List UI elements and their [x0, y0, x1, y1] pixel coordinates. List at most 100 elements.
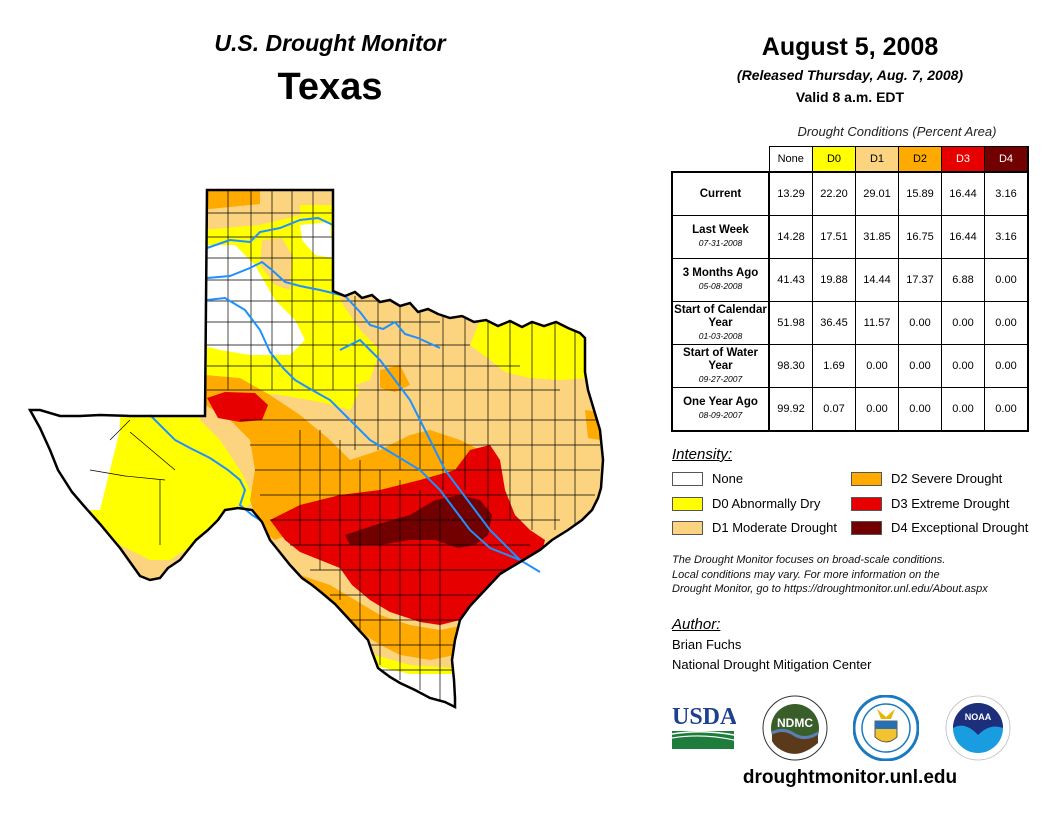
cell-d0: 1.69 [812, 344, 856, 388]
texas-drought-map [28, 188, 605, 709]
cell-d4: 0.00 [984, 344, 1029, 388]
doc-seal-logo [853, 695, 919, 761]
disclaimer-note: The Drought Monitor focuses on broad-sca… [672, 553, 988, 597]
rivers [149, 216, 541, 573]
legend-swatch [851, 471, 882, 486]
website-url[interactable]: droughtmonitor.unl.edu [742, 767, 958, 788]
cell-d0: 17.51 [812, 215, 856, 259]
d0-zone-north-central [230, 372, 360, 410]
brazos-river [206, 296, 541, 573]
table-header-row: None D0 D1 D2 D3 D4 [672, 146, 1029, 173]
cell-none: 99.92 [768, 387, 813, 432]
table-row: Start of Calendar Year 01-03-2008 51.98 36.… [671, 301, 1029, 345]
cell-d2: 16.75 [898, 215, 942, 259]
table-row: 3 Months Ago 05-08-2008 41.43 19.88 14.44 17.… [671, 258, 1029, 302]
d4-zone-south-central [345, 495, 492, 548]
legend-title: Intensity: [672, 446, 733, 463]
row-label: Last Week 07-31-2008 [671, 215, 770, 259]
map-subtitle: U.S. Drought Monitor [214, 30, 446, 56]
row-label: 3 Months Ago 05-08-2008 [671, 258, 770, 302]
legend-swatch [672, 520, 703, 535]
row-date: 07-31-2008 [698, 238, 743, 248]
legend-swatch [851, 520, 882, 535]
usda-logo: USDA [672, 704, 736, 749]
drought-stats-table: None D0 D1 D2 D3 D4 Current 13.29 22.20 29.… [671, 146, 1029, 432]
row-label-text: Start of Water Year [683, 346, 758, 372]
cell-d1: 14.44 [855, 258, 899, 302]
map-date: August 5, 2008 [761, 33, 939, 61]
cell-d2: 0.00 [898, 344, 942, 388]
cell-d0: 36.45 [812, 301, 856, 345]
cell-d3: 16.44 [941, 171, 985, 216]
row-date: 01-03-2008 [698, 330, 743, 341]
table-corner [672, 147, 769, 173]
d3-zone-west-blob [207, 392, 268, 422]
note-line: The Drought Monitor focuses on broad-sca… [672, 554, 946, 566]
cell-d3: 0.00 [941, 301, 985, 345]
row-label-text: Start of Calendar Year [674, 303, 767, 329]
legend-item: None [672, 471, 743, 486]
legend-item: D2 Severe Drought [851, 471, 1002, 486]
col-header-d4: D4 [984, 146, 1029, 173]
row-label-text: One Year Ago [683, 396, 758, 408]
cell-none: 51.98 [768, 301, 813, 345]
row-date: 09-27-2007 [698, 373, 743, 384]
cell-none: 13.29 [768, 171, 813, 216]
d2-zone-south [300, 575, 470, 660]
d1-zone-panhandle-top [200, 200, 300, 230]
row-label: Start of Calendar Year 01-03-2008 [671, 301, 770, 345]
cell-none: 98.30 [768, 344, 813, 388]
none-zone-panhandle-ne [300, 222, 333, 258]
cell-d3: 16.44 [941, 215, 985, 259]
note-line: Drought Monitor, go to https://droughtmo… [672, 583, 988, 595]
author-name: Brian Fuchs [672, 637, 742, 652]
noaa-logo-text: NOAA [965, 712, 992, 722]
cell-d0: 22.20 [812, 171, 856, 216]
author-heading: Author: [672, 616, 721, 633]
legend-item: D1 Moderate Drought [672, 520, 837, 535]
legend-item: D0 Abnormally Dry [672, 496, 820, 511]
row-date: 08-09-2007 [698, 410, 743, 420]
cell-d1: 11.57 [855, 301, 899, 345]
col-header-d2: D2 [898, 146, 942, 173]
table-caption: Drought Conditions (Percent Area) [797, 124, 997, 139]
col-header-d0: D0 [812, 146, 856, 173]
legend-label: D4 Exceptional Drought [891, 520, 1029, 535]
cell-d4: 0.00 [984, 258, 1029, 302]
cell-d2: 0.00 [898, 301, 942, 345]
row-label-text: 3 Months Ago [682, 267, 759, 279]
col-header-d1: D1 [855, 146, 899, 173]
legend-label: D2 Severe Drought [891, 471, 1003, 486]
cell-d4: 0.00 [984, 301, 1029, 345]
cell-none: 14.28 [768, 215, 813, 259]
row-label-text: Current [699, 187, 742, 200]
d1-zone-panhandle-mid [260, 238, 292, 290]
none-zone-far-west [30, 400, 120, 510]
legend-swatch [851, 496, 882, 511]
canadian-river [206, 216, 334, 249]
cell-d4: 3.16 [984, 215, 1029, 259]
cell-d3: 6.88 [941, 258, 985, 302]
table-row: Current 13.29 22.20 29.01 15.89 16.44 3.16 [671, 171, 1029, 216]
legend-item: D3 Extreme Drought [851, 496, 1010, 511]
legend-swatch [672, 471, 703, 486]
valid-time: Valid 8 a.m. EDT [795, 89, 905, 105]
map-title: Texas [277, 66, 383, 108]
cell-d2: 15.89 [898, 171, 942, 216]
cell-d2: 17.37 [898, 258, 942, 302]
legend-label: D0 Abnormally Dry [712, 496, 821, 511]
cell-d3: 0.00 [941, 387, 985, 432]
county-lines [89, 190, 600, 700]
row-label: Start of Water Year 09-27-2007 [671, 344, 770, 388]
cell-d0: 0.07 [812, 387, 856, 432]
cell-d1: 29.01 [855, 171, 899, 216]
cell-d1: 31.85 [855, 215, 899, 259]
col-header-none: None [768, 146, 813, 173]
col-header-d3: D3 [941, 146, 985, 173]
row-label: Current [671, 171, 770, 216]
ndmc-logo-text: NDMC [777, 716, 813, 730]
row-date: 05-08-2008 [698, 281, 743, 291]
legend-item: D4 Exceptional Drought [851, 520, 1028, 535]
cell-d4: 0.00 [984, 387, 1029, 432]
ndmc-logo: NDMC [762, 695, 828, 761]
